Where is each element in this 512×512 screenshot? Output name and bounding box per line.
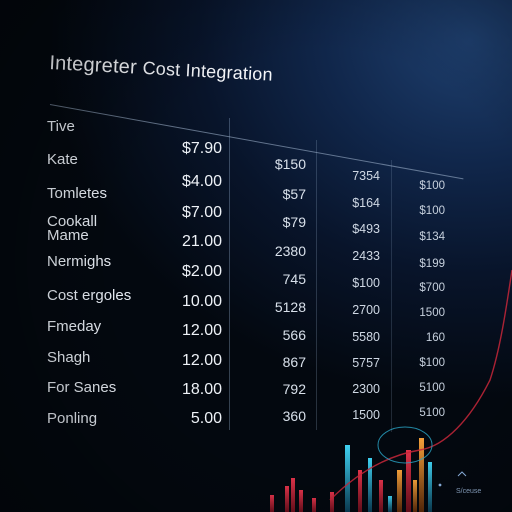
cell-col1: $7.00 <box>181 204 222 221</box>
cell-col1: 12.00 <box>181 322 222 339</box>
row-label: Tomletes <box>47 185 108 202</box>
cell-col3: 2700 <box>352 303 380 317</box>
cell-col3: 7354 <box>352 169 380 183</box>
cell-col3: 1500 <box>352 408 380 422</box>
row-label: Cost ergoles <box>47 287 132 304</box>
cell-col4: 160 <box>425 332 445 344</box>
cell-col3: $493 <box>352 222 380 236</box>
cell-col1: 18.00 <box>181 381 222 398</box>
cell-col4: $100 <box>419 357 445 369</box>
row-label: Cookall Mame <box>47 214 97 244</box>
cell-col1: $2.00 <box>181 263 222 280</box>
cell-col1: 5.00 <box>190 410 222 427</box>
cell-col4: 5100 <box>419 407 445 419</box>
cell-col2: 360 <box>282 408 306 424</box>
row-label: Tive <box>47 118 75 135</box>
column-separator <box>316 140 317 430</box>
cell-col2: 867 <box>282 354 306 370</box>
cell-col4: $100 <box>419 180 445 192</box>
cell-col1: 10.00 <box>181 293 222 310</box>
cell-col3: $164 <box>352 196 380 210</box>
cell-col1: $4.00 <box>181 173 222 190</box>
row-label: Shagh <box>47 349 91 366</box>
cell-col4: 5100 <box>419 382 445 394</box>
cell-col1: 21.00 <box>181 233 222 250</box>
column-separator <box>391 160 392 432</box>
cell-col2: $79 <box>282 214 306 230</box>
row-label-line2: Mame <box>47 227 89 244</box>
cell-col2: 2380 <box>274 243 306 259</box>
cell-col3: 2433 <box>352 249 380 263</box>
cell-col4: $134 <box>419 231 445 243</box>
cell-col3: $100 <box>352 276 380 290</box>
row-label: Kate <box>47 151 78 168</box>
cell-col2: 792 <box>282 381 306 397</box>
chart-legend-text: S/ceuse <box>456 488 482 495</box>
cell-col3: 5580 <box>352 330 380 344</box>
cell-col3: 2300 <box>352 382 380 396</box>
row-label: Nermighs <box>47 253 112 270</box>
cell-col3: 5757 <box>352 356 380 370</box>
cell-col1: 12.00 <box>181 352 222 369</box>
cell-col2: $150 <box>274 156 306 172</box>
cell-col2: $57 <box>282 186 306 202</box>
row-label: For Sanes <box>47 379 117 396</box>
cell-col2: 745 <box>282 271 306 287</box>
cell-col4: $700 <box>419 282 445 294</box>
cell-col4: $199 <box>419 258 445 270</box>
cell-col4: $100 <box>419 205 445 217</box>
row-label: Fmeday <box>47 318 102 335</box>
row-label: Ponling <box>47 410 98 427</box>
cell-col4: 1500 <box>419 307 445 319</box>
cell-col1: $7.90 <box>181 140 222 157</box>
column-separator <box>229 118 230 430</box>
cell-col2: 566 <box>282 327 306 343</box>
cell-col2: 5128 <box>274 299 306 315</box>
